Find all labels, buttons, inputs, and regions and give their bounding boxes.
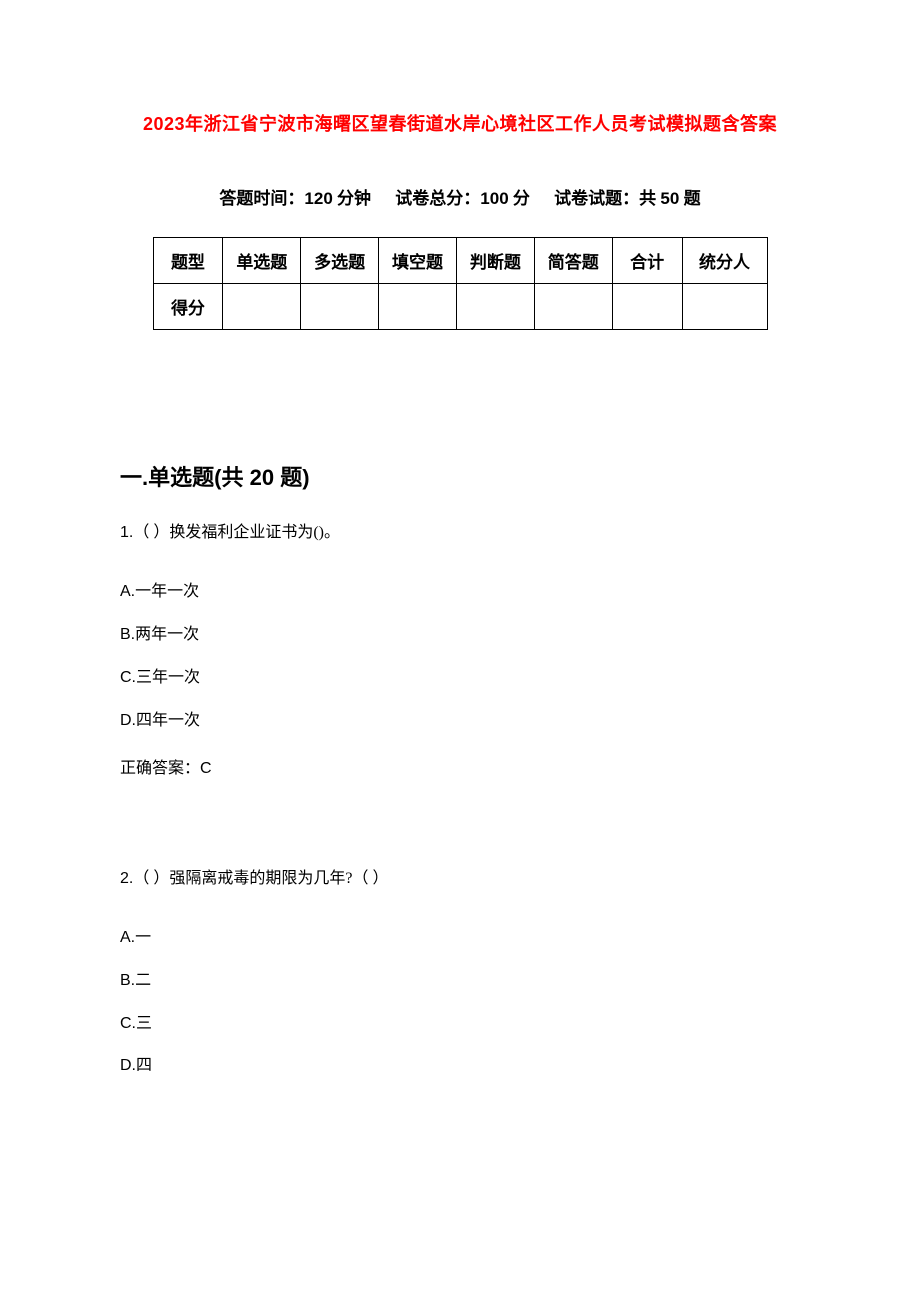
q2-number: 2. — [120, 870, 133, 887]
col-scorer: 统分人 — [682, 238, 767, 284]
col-type: 题型 — [153, 238, 223, 284]
section-count: 20 — [250, 465, 274, 490]
count-label: 试卷试题：共 — [554, 189, 656, 208]
question-2: 2.（ ）强隔离戒毒的期限为几年?（ ） — [120, 868, 800, 890]
title-year: 2023 — [143, 114, 185, 134]
time-value: 120 — [304, 189, 332, 208]
count-value: 50 — [660, 189, 679, 208]
cell-scorer — [682, 284, 767, 330]
q1-number: 1. — [120, 524, 133, 541]
q1-option-d-text: 四年一次 — [136, 712, 200, 729]
section-1-heading: 一.单选题(共 20 题) — [120, 460, 800, 492]
question-1: 1.（ ）换发福利企业证书为()。 — [120, 522, 800, 544]
cell-single — [223, 284, 301, 330]
q1-answer: 正确答案：C — [120, 754, 800, 778]
col-total: 合计 — [612, 238, 682, 284]
total-label: 试卷总分： — [395, 189, 480, 208]
q1-option-a-text: 一年一次 — [135, 583, 199, 600]
cell-judge — [456, 284, 534, 330]
q1-option-c: C.三年一次 — [120, 668, 800, 689]
answer-value: C — [200, 760, 212, 777]
answer-label: 正确答案： — [120, 760, 200, 777]
q2-option-b-text: 二 — [135, 972, 151, 989]
q2-option-c-text: 三 — [136, 1015, 152, 1032]
title-rest: 年浙江省宁波市海曙区望春街道水岸心境社区工作人员考试模拟题含答案 — [185, 114, 777, 134]
col-short: 简答题 — [534, 238, 612, 284]
cell-short — [534, 284, 612, 330]
q1-option-a: A.一年一次 — [120, 582, 800, 603]
time-label: 答题时间： — [219, 189, 304, 208]
q2-text: （ ）强隔离戒毒的期限为几年?（ ） — [133, 870, 388, 887]
q2-options: A.一 B.二 C.三 D.四 — [120, 928, 800, 1077]
cell-total — [612, 284, 682, 330]
q2-option-a-text: 一 — [135, 929, 151, 946]
cell-multi — [301, 284, 379, 330]
count-unit: 题 — [684, 189, 701, 208]
q2-option-c: C.三 — [120, 1014, 800, 1035]
table-header-row: 题型 单选题 多选题 填空题 判断题 简答题 合计 统分人 — [153, 238, 767, 284]
q2-option-a: A.一 — [120, 928, 800, 949]
q1-option-b: B.两年一次 — [120, 625, 800, 646]
col-judge: 判断题 — [456, 238, 534, 284]
total-unit: 分 — [513, 189, 530, 208]
section-suffix: 题) — [280, 465, 309, 490]
q1-option-c-text: 三年一次 — [136, 669, 200, 686]
q1-text: （ ）换发福利企业证书为()。 — [133, 524, 340, 541]
q2-option-b: B.二 — [120, 971, 800, 992]
col-single: 单选题 — [223, 238, 301, 284]
row-label: 得分 — [153, 284, 223, 330]
col-multi: 多选题 — [301, 238, 379, 284]
exam-meta: 答题时间：120 分钟 试卷总分：100 分 试卷试题：共 50 题 — [120, 184, 800, 209]
time-unit: 分钟 — [337, 189, 371, 208]
q2-option-d: D.四 — [120, 1056, 800, 1077]
section-prefix: 一.单选题(共 — [120, 465, 243, 490]
total-value: 100 — [480, 189, 508, 208]
q1-option-d: D.四年一次 — [120, 711, 800, 732]
q1-options: A.一年一次 B.两年一次 C.三年一次 D.四年一次 — [120, 582, 800, 731]
q2-option-d-text: 四 — [136, 1057, 152, 1074]
col-blank: 填空题 — [379, 238, 457, 284]
score-table: 题型 单选题 多选题 填空题 判断题 简答题 合计 统分人 得分 — [153, 237, 768, 330]
q1-option-b-text: 两年一次 — [135, 626, 199, 643]
table-row: 得分 — [153, 284, 767, 330]
cell-blank — [379, 284, 457, 330]
page-title: 2023年浙江省宁波市海曙区望春街道水岸心境社区工作人员考试模拟题含答案 — [120, 110, 800, 136]
